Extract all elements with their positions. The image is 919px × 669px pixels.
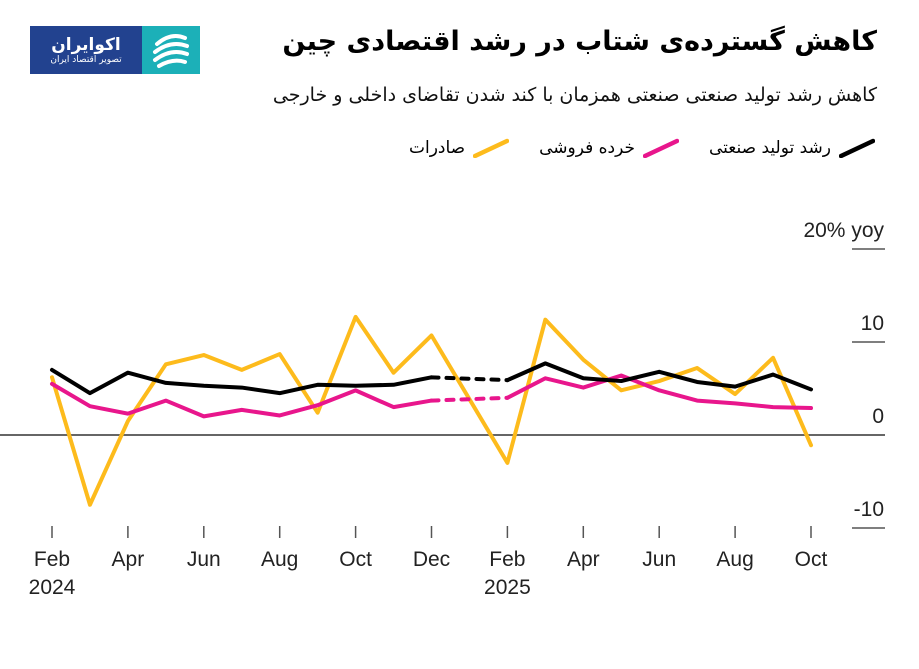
series-line <box>50 314 813 507</box>
x-year-label: 2024 <box>29 576 76 599</box>
x-tick-label: Dec <box>413 548 450 571</box>
x-tick-label: Jun <box>642 548 676 571</box>
logo-tagline: تصویر اقتصاد ایران <box>50 55 122 65</box>
x-tick-label: Oct <box>795 548 828 571</box>
x-tick-label: Oct <box>339 548 372 571</box>
x-year-label: 2025 <box>484 576 531 599</box>
y-tick-label: -10 <box>854 498 884 521</box>
page-title: کاهش گسترده‌ی شتاب در رشد اقتصادی چین <box>282 26 877 57</box>
legend-item-retail: خرده فروشی <box>539 138 679 158</box>
legend-label: رشد تولید صنعتی <box>709 138 831 158</box>
legend-label: خرده فروشی <box>539 138 635 158</box>
x-tick-label: Feb <box>34 548 70 571</box>
x-tick-label: Aug <box>261 548 298 571</box>
x-tick-label: Apr <box>567 548 600 571</box>
x-tick-label: Feb <box>489 548 525 571</box>
series-line-dashed <box>429 395 510 403</box>
logo: اکوایران تصویر اقتصاد ایران <box>30 26 200 74</box>
logo-mark-icon <box>142 26 200 74</box>
x-tick-label: Apr <box>112 548 145 571</box>
y-tick-label: 10 <box>861 312 884 335</box>
series-line <box>50 367 434 396</box>
y-tick-label: 20% yoy <box>803 219 884 242</box>
logo-name: اکوایران <box>51 35 121 55</box>
x-tick-label: Jun <box>187 548 221 571</box>
legend-item-industrial: رشد تولید صنعتی <box>709 138 875 158</box>
legend-label: صادرات <box>408 138 466 158</box>
legend: رشد تولید صنعتی خرده فروشی صادرات <box>409 138 875 158</box>
series-line-dashed <box>429 375 510 383</box>
legend-item-exports: صادرات <box>408 138 510 158</box>
y-tick-label: 0 <box>872 405 884 428</box>
x-tick-label: Aug <box>716 548 753 571</box>
page-subtitle: کاهش رشد تولید صنعتی صنعتی همزمان با کند… <box>272 84 877 106</box>
